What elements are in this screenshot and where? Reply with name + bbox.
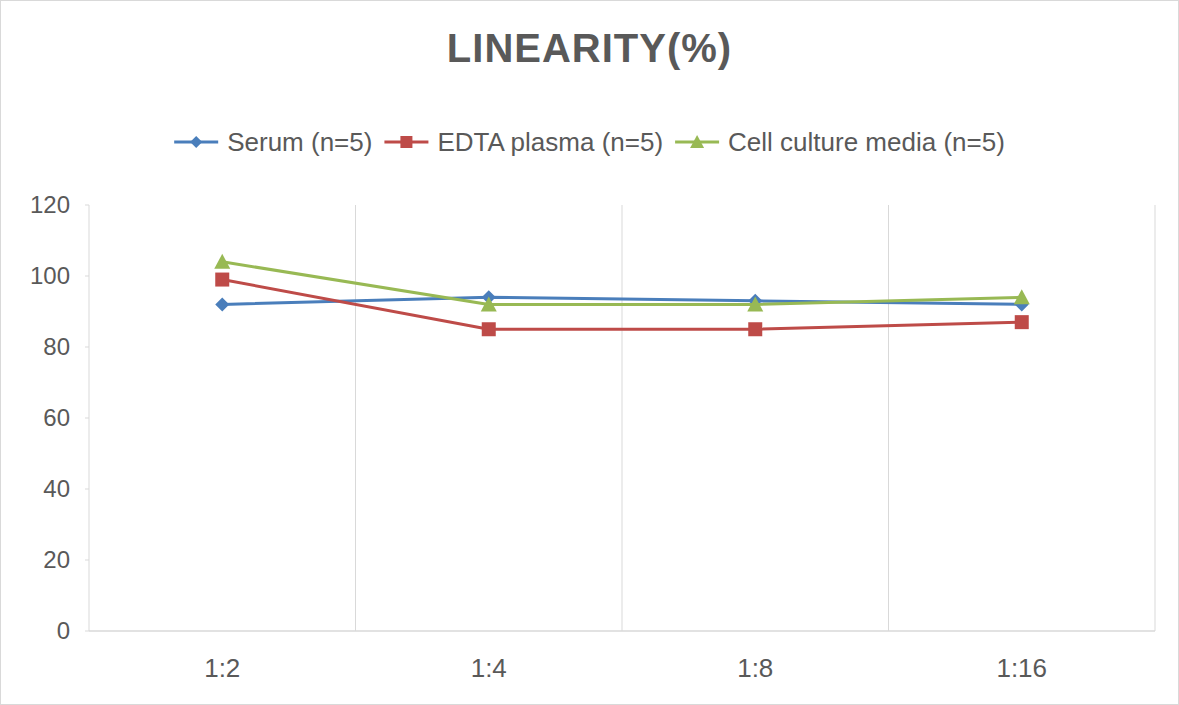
data-point [482,322,496,336]
grid-line [1155,205,1156,631]
data-point [214,254,230,269]
data-point [215,297,229,311]
legend-label: Serum (n=5) [227,127,372,157]
x-tick-label: 1:2 [204,653,240,683]
grid-line [622,205,623,631]
legend-marker [190,136,202,148]
title: LINEARITY(%) [447,26,732,70]
y-tick-label: 100 [30,262,70,289]
y-tick [85,418,89,419]
y-tick-label: 20 [43,546,70,573]
data-point [747,296,763,311]
grid-line [888,205,889,631]
legend-label: Cell culture media (n=5) [728,127,1005,157]
grid-line [355,205,356,631]
legend-item: Cell culture media (n=5) [675,127,1005,157]
data-point [748,322,762,336]
legend-item: EDTA plasma (n=5) [384,127,663,157]
y-tick-label: 80 [43,333,70,360]
data-point [1015,315,1029,329]
y-tick-label: 40 [43,475,70,502]
y-tick [85,205,89,206]
y-tick [85,631,89,632]
x-tick-label: 1:16 [996,653,1047,683]
data-point [1014,289,1030,304]
x-tick-label: 1:8 [737,653,773,683]
y-tick [85,347,89,348]
data-point [215,273,229,287]
series-line [222,262,1022,305]
y-tick [85,489,89,490]
y-tick [85,276,89,277]
legend-item: Serum (n=5) [174,127,372,157]
legend-marker [400,136,412,148]
y-tick-label: 60 [43,404,70,431]
background [1,1,1179,705]
legend-label: EDTA plasma (n=5) [437,127,663,157]
plot-area [214,254,1030,336]
legend-marker [690,135,704,148]
y-tick-label: 0 [57,617,70,644]
x-tick-label: 1:4 [471,653,507,683]
y-tick [85,560,89,561]
data-point [481,296,497,311]
legend: Serum (n=5) EDTA plasma (n=5) Cell culture… [174,127,1005,157]
x-axis-line [89,630,1155,632]
y-tick-label: 120 [30,191,70,218]
